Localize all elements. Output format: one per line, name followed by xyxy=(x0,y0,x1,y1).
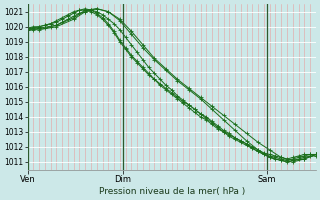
X-axis label: Pression niveau de la mer( hPa ): Pression niveau de la mer( hPa ) xyxy=(99,187,245,196)
